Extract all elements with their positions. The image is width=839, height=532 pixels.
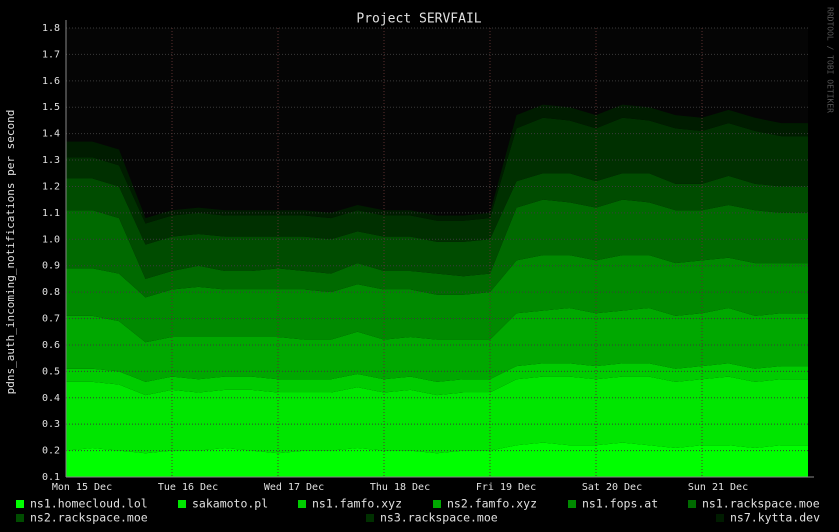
legend-swatch — [433, 500, 441, 508]
x-tick-label: Sat 20 Dec — [582, 482, 642, 493]
legend-swatch — [16, 500, 24, 508]
area — [66, 255, 808, 343]
x-tick-label: Sun 21 Dec — [688, 482, 748, 493]
y-axis-label: pdns_auth_incoming_notifications per sec… — [4, 110, 17, 395]
legend: ns1.homecloud.lol sakamoto.pl ns1.famfo.xy… — [16, 497, 820, 525]
y-tick-label: 0.8 — [42, 287, 60, 298]
y-tick-label: 1.2 — [42, 181, 60, 192]
x-tick-label: Thu 18 Dec — [370, 482, 430, 493]
legend-swatch — [298, 500, 306, 508]
y-tick-label: 0.3 — [42, 419, 60, 430]
area — [66, 363, 808, 396]
y-tick-label: 0.5 — [42, 366, 60, 377]
y-tick-label: 0.7 — [42, 314, 60, 325]
y-tick-label: 0.6 — [42, 340, 60, 351]
watermark: RRDTOOL / TOBI OETIKER — [826, 7, 835, 113]
y-tick-label: 1.4 — [42, 129, 60, 140]
area — [66, 442, 808, 477]
legend-label: ns1.fops.at — [582, 497, 658, 511]
legend-swatch — [716, 514, 724, 522]
legend-swatch — [366, 514, 374, 522]
y-tick-label: 1.1 — [42, 208, 60, 219]
x-tick-label: Mon 15 Dec — [52, 482, 112, 493]
legend-label: ns1.rackspace.moe — [702, 497, 820, 511]
area — [66, 307, 808, 382]
y-tick-label: 1.5 — [42, 102, 60, 113]
y-tick-label: 0.4 — [42, 393, 60, 404]
area — [66, 117, 808, 245]
legend-label: ns3.rackspace.moe — [380, 511, 498, 525]
y-tick-label: 1.6 — [42, 76, 60, 87]
area — [66, 376, 808, 454]
legend-label: ns1.homecloud.lol — [30, 497, 148, 511]
x-tick-label: Wed 17 Dec — [264, 482, 324, 493]
legend-swatch — [688, 500, 696, 508]
legend-swatch — [178, 500, 186, 508]
area — [66, 104, 808, 224]
y-tick-label: 0.2 — [42, 446, 60, 457]
y-tick-label: 1.0 — [42, 234, 60, 245]
legend-label: ns2.famfo.xyz — [447, 497, 537, 511]
area — [66, 199, 808, 298]
y-tick-label: 1.3 — [42, 155, 60, 166]
legend-swatch — [16, 514, 24, 522]
legend-label: ns7.kytta.dev — [730, 511, 820, 525]
x-tick-label: Tue 16 Dec — [158, 482, 218, 493]
chart-title: Project SERVFAIL — [356, 12, 481, 27]
y-tick-label: 1.7 — [42, 49, 60, 60]
legend-label: ns1.famfo.xyz — [312, 497, 402, 511]
legend-label: ns2.rackspace.moe — [30, 511, 148, 525]
y-tick-label: 0.1 — [42, 472, 60, 483]
y-tick-label: 0.9 — [42, 261, 60, 272]
y-tick-label: 1.8 — [42, 23, 60, 34]
x-tick-label: Fri 19 Dec — [476, 482, 536, 493]
legend-label: sakamoto.pl — [192, 497, 268, 511]
legend-swatch — [568, 500, 576, 508]
area — [66, 173, 808, 279]
